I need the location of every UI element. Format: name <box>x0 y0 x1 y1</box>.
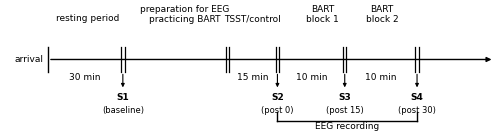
Text: arrival: arrival <box>14 55 43 64</box>
Text: (post 15): (post 15) <box>326 106 364 115</box>
Text: (post 0): (post 0) <box>261 106 294 115</box>
Text: 30 min: 30 min <box>68 73 100 82</box>
Text: BART
block 2: BART block 2 <box>366 5 398 24</box>
Text: 15 min: 15 min <box>236 73 268 82</box>
Text: resting period: resting period <box>56 14 120 23</box>
Text: S2: S2 <box>271 93 284 102</box>
Text: S4: S4 <box>410 93 424 102</box>
Text: BART
block 1: BART block 1 <box>306 5 338 24</box>
Text: (post 30): (post 30) <box>398 106 436 115</box>
Text: TSST/control: TSST/control <box>224 14 281 23</box>
Text: 10 min: 10 min <box>366 73 397 82</box>
Text: 10 min: 10 min <box>296 73 327 82</box>
Text: EEG recording: EEG recording <box>315 122 380 131</box>
Text: S1: S1 <box>116 93 129 102</box>
Text: (baseline): (baseline) <box>102 106 144 115</box>
Text: preparation for EEG
practicing BART: preparation for EEG practicing BART <box>140 5 230 24</box>
Text: S3: S3 <box>338 93 351 102</box>
